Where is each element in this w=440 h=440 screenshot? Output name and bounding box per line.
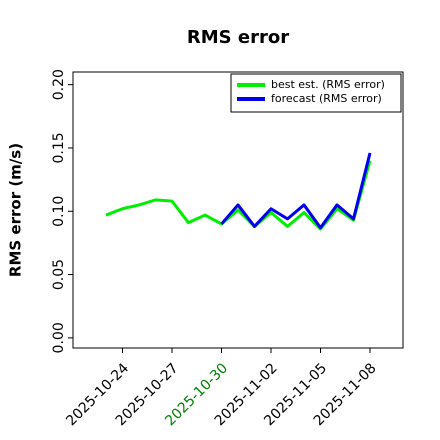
series-line (105, 160, 372, 231)
y-tick-label: 0.20 (51, 69, 67, 100)
chart-title: RMS error (187, 27, 289, 48)
plot-frame (72, 71, 404, 349)
legend-frame (230, 73, 402, 113)
y-tick-label: 0.10 (51, 196, 67, 227)
y-tick-label: 0.00 (51, 322, 67, 353)
series-line (220, 152, 372, 230)
legend-label: forecast (RMS error) (271, 92, 382, 105)
y-tick-label: 0.15 (51, 132, 67, 163)
y-axis-label: RMS error (m/s) (7, 143, 25, 277)
legend-label: best est. (RMS error) (271, 78, 385, 91)
y-tick-label: 0.05 (51, 259, 67, 290)
